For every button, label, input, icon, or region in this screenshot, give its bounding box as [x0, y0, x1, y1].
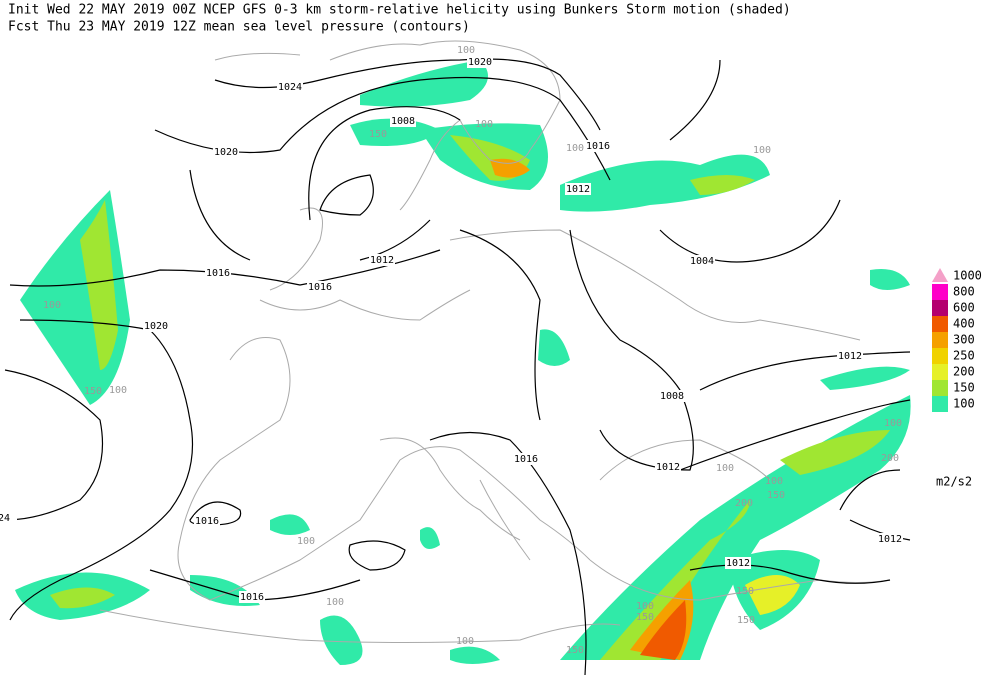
legend-swatch — [932, 396, 948, 412]
contour-label: 1004 — [690, 256, 714, 267]
contour-label: 24 — [0, 513, 10, 524]
legend-label: 800 — [953, 285, 975, 299]
contour-label: 1016 — [206, 268, 230, 279]
contour-label: 1016 — [514, 454, 538, 465]
shade-label: 150 — [767, 490, 785, 501]
contour-label: 1016 — [308, 282, 332, 293]
shade-label: 100 — [765, 476, 783, 487]
shade-label: 100 — [884, 418, 902, 429]
legend-swatch — [932, 364, 948, 380]
contour-label-bg — [565, 183, 591, 195]
legend-label: 250 — [953, 349, 975, 363]
contour-label: 1008 — [391, 116, 415, 127]
contour-label-bg — [0, 512, 17, 524]
shade-label: 200 — [881, 453, 899, 464]
contour-label: 1020 — [214, 147, 238, 158]
shade-label: 150 — [566, 645, 584, 656]
legend-swatch — [932, 284, 948, 300]
legend-swatch — [932, 380, 948, 396]
contour-label: 1024 — [278, 82, 302, 93]
contour-label-bg — [194, 515, 220, 527]
contour-label: 1012 — [726, 558, 750, 569]
shade-label: 100 — [753, 145, 771, 156]
legend-swatch — [932, 332, 948, 348]
legend-swatch — [932, 348, 948, 364]
legend-label: 1000 — [953, 269, 982, 283]
contour-label: 1012 — [566, 184, 590, 195]
legend: 1000 800 600 400 300 250 200 150 100 m2/s2 — [932, 268, 982, 489]
shade-label: 100 — [716, 463, 734, 474]
legend-label: 300 — [953, 333, 975, 347]
shade-label: 100 — [457, 45, 475, 56]
contour-label: 1016 — [586, 141, 610, 152]
contour-label-bg — [837, 350, 863, 362]
contour-label-bg — [277, 81, 303, 93]
header-line: Fcst Thu 23 MAY 2019 12Z mean sea level … — [8, 20, 470, 35]
legend-swatch — [932, 300, 948, 316]
shade-label: 200 — [735, 498, 753, 509]
legend-label: 150 — [953, 381, 975, 395]
contour-label-bg — [689, 255, 715, 267]
contour-label: 1012 — [838, 351, 862, 362]
shade-label: 100 — [475, 119, 493, 130]
contour-label-bg — [239, 591, 265, 603]
legend-label: 100 — [953, 397, 975, 411]
contour-label-bg — [213, 146, 239, 158]
legend-swatch — [932, 316, 948, 332]
header-line: Init Wed 22 MAY 2019 00Z NCEP GFS 0-3 km… — [8, 3, 791, 18]
contour-label-bg — [655, 461, 681, 473]
shade-label: 100 — [456, 636, 474, 647]
contour-label: 1020 — [144, 321, 168, 332]
legend-label: 200 — [953, 365, 975, 379]
shade-label: 150 — [369, 129, 387, 140]
shade-label: 100 — [566, 143, 584, 154]
coastlines — [99, 40, 891, 643]
shading — [15, 60, 911, 665]
contour-label-bg — [307, 281, 333, 293]
shade-label: 150 — [736, 586, 754, 597]
contour-label-bg — [659, 390, 685, 402]
legend-units: m2/s2 — [936, 475, 972, 489]
contour-label-bg — [143, 320, 169, 332]
contour-label: 1016 — [195, 516, 219, 527]
contour-label: 1016 — [240, 592, 264, 603]
legend-swatch — [932, 268, 948, 282]
shade-label: 100 — [636, 601, 654, 612]
shade-label: 150 — [636, 612, 654, 623]
contour-label-bg — [467, 56, 493, 68]
legend-label: 600 — [953, 301, 975, 315]
shade-label: 100 — [297, 536, 315, 547]
contour-label-bg — [725, 557, 751, 569]
contour-label-bg — [513, 453, 539, 465]
shade-label: 100 — [109, 385, 127, 396]
shade-label: 150 — [84, 386, 102, 397]
contour-label-bg — [390, 115, 416, 127]
shade-label: 100 — [43, 300, 61, 311]
contour-label: 1012 — [878, 534, 902, 545]
legend-label: 400 — [953, 317, 975, 331]
contour-label-bg — [205, 267, 231, 279]
contour-label: 1012 — [370, 255, 394, 266]
shade-label: 100 — [326, 597, 344, 608]
contour-label: 1008 — [660, 391, 684, 402]
contour-label-bg — [585, 140, 611, 152]
shade-label: 150 — [737, 615, 755, 626]
contour-label: 1012 — [656, 462, 680, 473]
contour-label-bg — [369, 254, 395, 266]
contour-label-bg — [877, 533, 903, 545]
contour-label: 1020 — [468, 57, 492, 68]
